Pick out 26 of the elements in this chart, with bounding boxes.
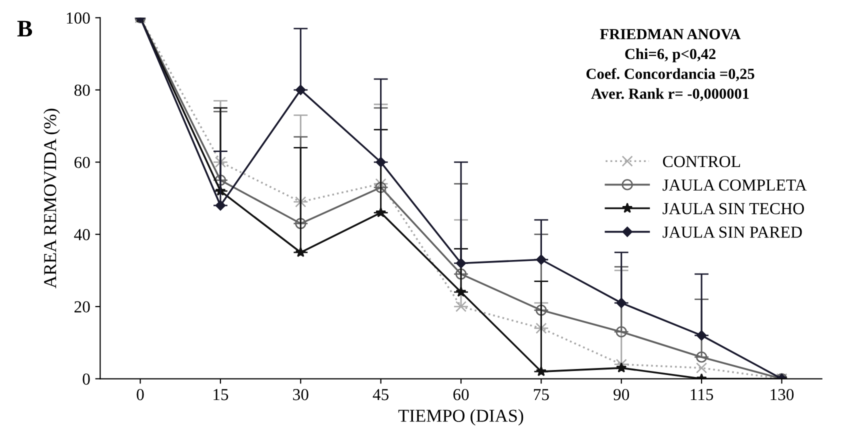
x-axis-title: TIEMPO (DIAS)	[398, 409, 524, 426]
y-tick-label: 60	[74, 156, 90, 168]
legend-label: JAULA COMPLETA	[662, 179, 807, 191]
y-axis-title: AREA REMOVIDA (%)	[44, 108, 60, 288]
legend-label: JAULA SIN PARED	[662, 226, 802, 238]
y-tick-label: 80	[74, 84, 90, 96]
y-tick-label: 0	[82, 373, 90, 385]
x-tick-label: 60	[453, 388, 469, 400]
x-tick-label: 130	[770, 388, 794, 400]
annotation: Coef. Concordancia =0,25	[586, 68, 754, 82]
annotation: FRIEDMAN ANOVA	[600, 29, 741, 40]
y-tick-label: 100	[66, 12, 90, 24]
x-tick-label: 45	[372, 389, 389, 400]
legend-label: CONTROL	[663, 156, 740, 168]
x-tick-label: 90	[614, 388, 630, 400]
annotation: Chi=6, p<0,42	[625, 48, 716, 62]
y-tick-label: 40	[74, 229, 90, 240]
y-tick-label: 20	[74, 301, 90, 313]
x-tick-label: 15	[214, 389, 228, 400]
x-tick-label: 30	[293, 388, 308, 400]
x-tick-label: 75	[534, 389, 549, 400]
text: B	[17, 20, 32, 36]
x-tick-label: 0	[136, 388, 144, 400]
x-tick-label: 115	[690, 389, 714, 400]
annotation: Aver. Rank r= -0,000001	[591, 88, 749, 102]
legend-label: JAULA SIN TECHO	[662, 203, 804, 214]
